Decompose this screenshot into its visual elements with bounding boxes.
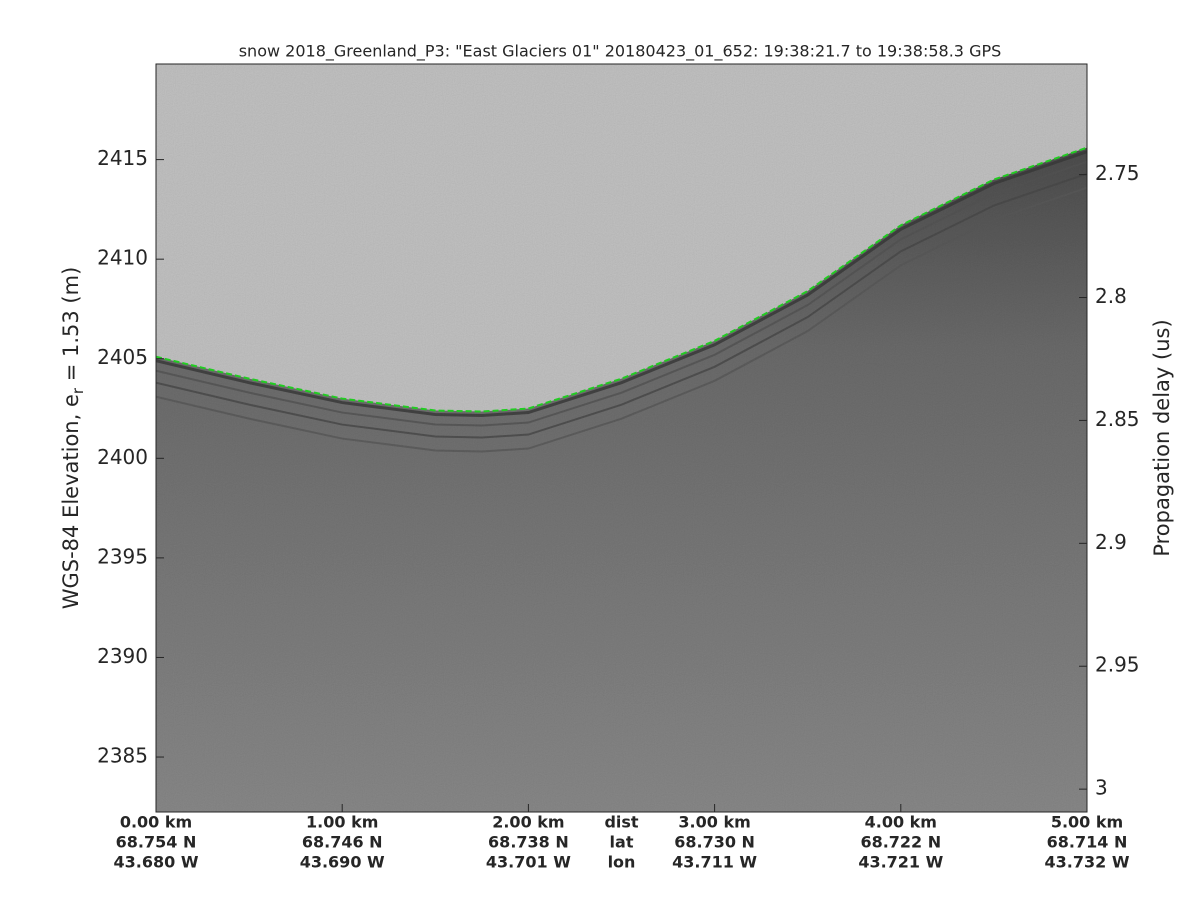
x-tick-label: 2.00 km [492, 813, 564, 832]
x-tick-label: 5.00 km [1051, 813, 1123, 832]
y-tick-label: 2395 [97, 544, 148, 568]
y-tick-label: 2385 [97, 744, 148, 768]
x-tick-label: 4.00 km [865, 813, 937, 832]
y-label-text: WGS-84 Elevation, e [59, 394, 83, 609]
y2-tick-label: 2.75 [1095, 161, 1140, 185]
chart-title: snow 2018_Greenland_P3: "East Glaciers 0… [239, 42, 1002, 62]
y-tick-label: 2400 [97, 445, 148, 469]
x-row-label: lon [608, 853, 636, 872]
x-tick-lat: 68.746 N [302, 833, 383, 852]
x-tick-lat: 68.754 N [116, 833, 197, 852]
y2-tick-label: 2.85 [1095, 407, 1140, 431]
y-tick-label: 2405 [97, 345, 148, 369]
internal-layer [156, 150, 1087, 418]
y2-tick-label: 2.8 [1095, 284, 1127, 308]
x-tick-lon: 43.711 W [672, 853, 757, 872]
y2-tick-label: 3 [1095, 776, 1108, 800]
x-tick-lon: 43.721 W [858, 853, 943, 872]
x-row-label: lat [610, 833, 634, 852]
plot-frame [155, 63, 1088, 813]
echogram-image [156, 64, 1087, 812]
x-tick-lon: 43.690 W [300, 853, 385, 872]
x-row-label: dist [604, 813, 638, 832]
y-tick-label: 2410 [97, 246, 148, 270]
x-tick-lat: 68.738 N [488, 833, 569, 852]
x-tick-lat: 68.714 N [1047, 833, 1128, 852]
internal-layer [156, 172, 1087, 439]
y-label-suffix: = 1.53 (m) [59, 267, 83, 388]
x-tick-lon: 43.680 W [114, 853, 199, 872]
x-tick-label: 1.00 km [306, 813, 378, 832]
y2-tick-label: 2.95 [1095, 653, 1140, 677]
x-tick-label: 3.00 km [678, 813, 750, 832]
subsurface-region [156, 147, 1087, 812]
y-axis-label: WGS-84 Elevation, er = 1.53 (m) [59, 267, 87, 610]
x-tick-lat: 68.722 N [860, 833, 941, 852]
surface-line [155, 146, 1088, 413]
x-tick-lon: 43.732 W [1045, 853, 1130, 872]
x-tick-lat: 68.730 N [674, 833, 755, 852]
y-tick-label: 2415 [97, 146, 148, 170]
x-tick-lon: 43.701 W [486, 853, 571, 872]
y-tick-label: 2390 [97, 644, 148, 668]
y-label-sub: r [69, 387, 87, 394]
internal-layer [156, 186, 1087, 453]
x-tick-label: 0.00 km [120, 813, 192, 832]
y2-tick-label: 2.9 [1095, 530, 1127, 554]
internal-layer [156, 160, 1087, 427]
y2-axis-label: Propagation delay (us) [1150, 319, 1174, 556]
